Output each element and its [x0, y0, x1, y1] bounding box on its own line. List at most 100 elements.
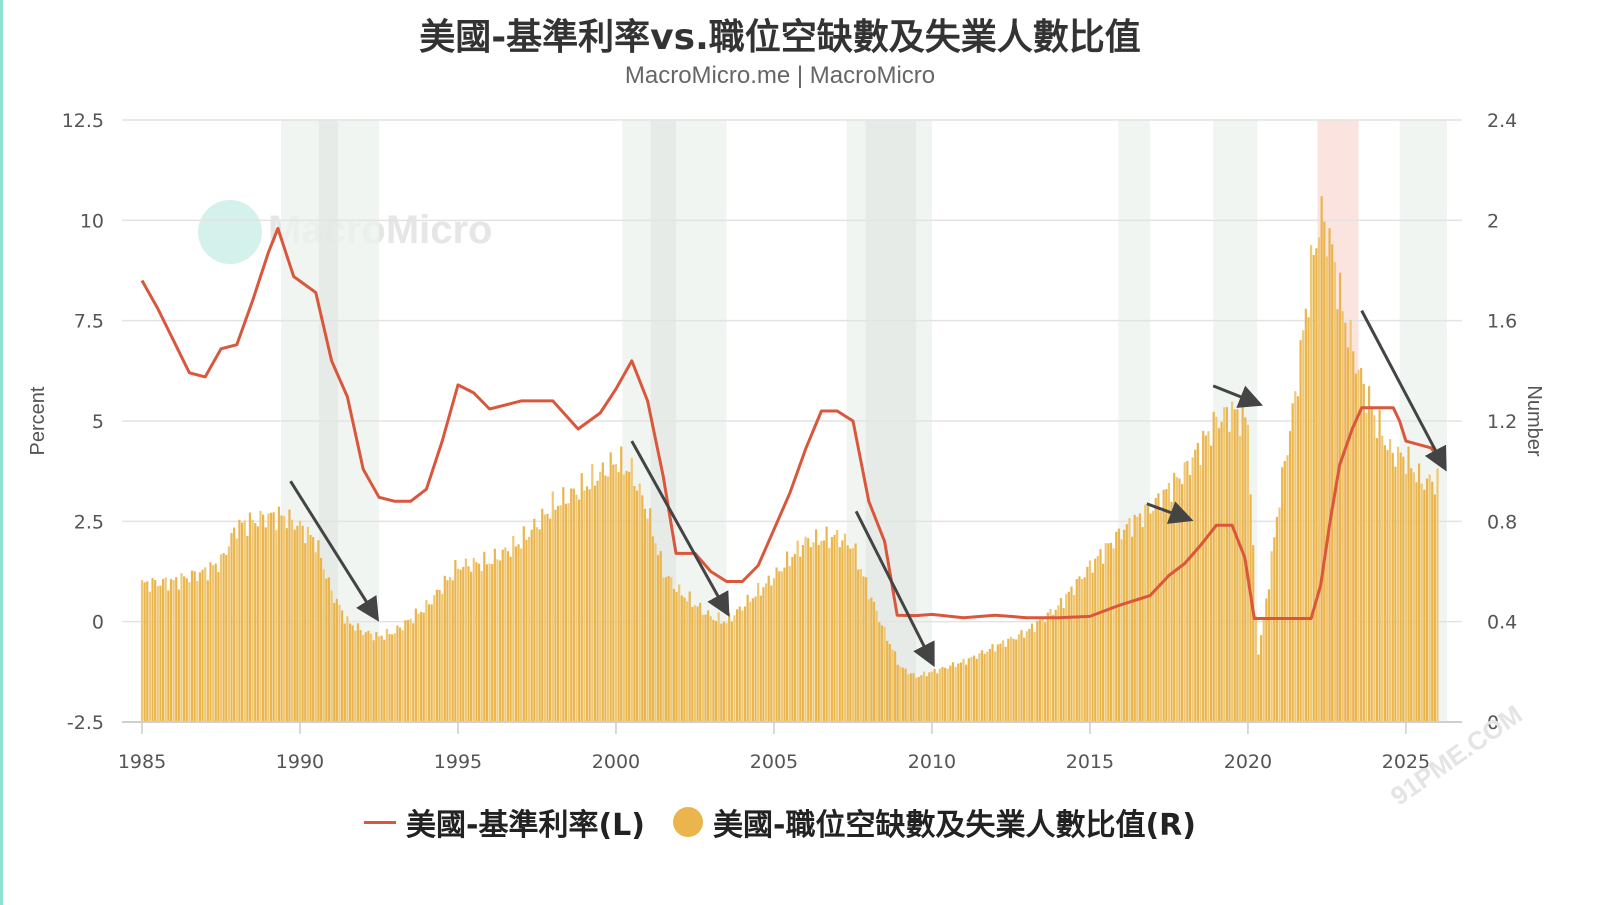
bar: [1354, 373, 1357, 722]
bar: [1204, 435, 1207, 722]
bar: [975, 658, 978, 722]
bar: [556, 505, 560, 722]
bar: [1181, 484, 1184, 722]
bar: [362, 634, 365, 722]
bar: [917, 676, 920, 722]
bar: [880, 625, 884, 722]
bar: [630, 457, 633, 722]
legend-item-fed-rate[interactable]: 美國-基準利率(L): [364, 800, 645, 844]
bar: [335, 598, 338, 722]
bar: [1194, 449, 1197, 722]
bar: [870, 597, 873, 722]
bar: [728, 612, 731, 722]
bar: [1378, 409, 1381, 722]
bar: [1402, 456, 1405, 722]
bar: [1381, 435, 1384, 722]
bar: [1259, 635, 1263, 722]
bar: [301, 525, 304, 722]
bar: [1241, 402, 1244, 722]
bar: [1015, 639, 1018, 722]
bar: [306, 526, 309, 722]
bar: [628, 471, 631, 722]
bar: [862, 576, 865, 722]
x-axis-tick: 2025: [1382, 751, 1430, 773]
bar: [304, 543, 307, 722]
legend-item-vacancy-ratio[interactable]: 美國-職位空缺數及失業人數比值(R): [673, 800, 1196, 844]
bar: [1065, 593, 1068, 722]
bar: [1312, 255, 1315, 722]
bar: [933, 668, 936, 722]
bar: [830, 537, 833, 722]
bar: [915, 677, 918, 722]
bar: [190, 570, 194, 722]
bar: [651, 536, 654, 722]
legend-line-swatch-icon: [364, 820, 396, 824]
bar: [459, 569, 462, 722]
bar: [809, 547, 812, 722]
bar: [401, 630, 404, 722]
bar: [248, 512, 252, 722]
bar: [1044, 622, 1047, 722]
bar: [214, 563, 217, 722]
bar: [1212, 411, 1215, 722]
bar: [901, 667, 905, 722]
bar: [269, 512, 273, 722]
bar: [1057, 605, 1060, 722]
bar: [807, 538, 810, 722]
bar: [290, 519, 294, 722]
bar: [222, 553, 225, 722]
bar: [606, 476, 610, 722]
left-axis-tick: 0: [92, 612, 104, 634]
bar: [925, 676, 928, 722]
bar: [483, 551, 486, 722]
bar: [1178, 478, 1181, 722]
bar: [865, 577, 868, 722]
bar: [951, 662, 955, 722]
bar: [1159, 511, 1163, 722]
bar: [828, 547, 831, 722]
bar: [578, 499, 581, 722]
bar: [470, 571, 473, 722]
left-axis-title: Percent: [27, 386, 49, 455]
bar: [1236, 409, 1239, 722]
bar: [1265, 598, 1268, 722]
bar: [1067, 591, 1070, 722]
bar: [896, 664, 899, 722]
bar: [562, 487, 565, 722]
bar: [936, 673, 939, 722]
bar: [701, 614, 704, 722]
bar: [1349, 319, 1352, 722]
bar: [643, 508, 647, 722]
bar: [148, 591, 151, 722]
bar: [206, 580, 209, 722]
bar: [322, 569, 325, 722]
x-axis-tick: 2020: [1224, 751, 1272, 773]
bar: [1410, 468, 1413, 722]
bar: [1183, 462, 1186, 722]
bar: [354, 630, 357, 722]
bar: [793, 554, 797, 722]
left-axis-tick: 12.5: [62, 110, 104, 132]
bar: [657, 555, 660, 722]
bar: [849, 548, 852, 722]
bar: [288, 509, 291, 722]
bar: [999, 643, 1002, 722]
bar: [1223, 407, 1226, 722]
bar: [1173, 472, 1176, 722]
bar: [1310, 245, 1313, 722]
trend-arrow-icon: [1360, 309, 1447, 472]
bar: [712, 619, 715, 722]
bar: [693, 605, 697, 722]
bar: [338, 604, 341, 722]
bar: [180, 573, 183, 722]
bar: [1086, 566, 1089, 722]
bar: [254, 523, 257, 722]
bar: [1344, 322, 1347, 722]
bar: [788, 566, 791, 722]
bar: [467, 566, 470, 722]
bar: [343, 623, 346, 722]
bar: [988, 648, 991, 722]
bar: [435, 589, 439, 722]
bar: [425, 600, 428, 722]
bar: [1278, 507, 1281, 722]
